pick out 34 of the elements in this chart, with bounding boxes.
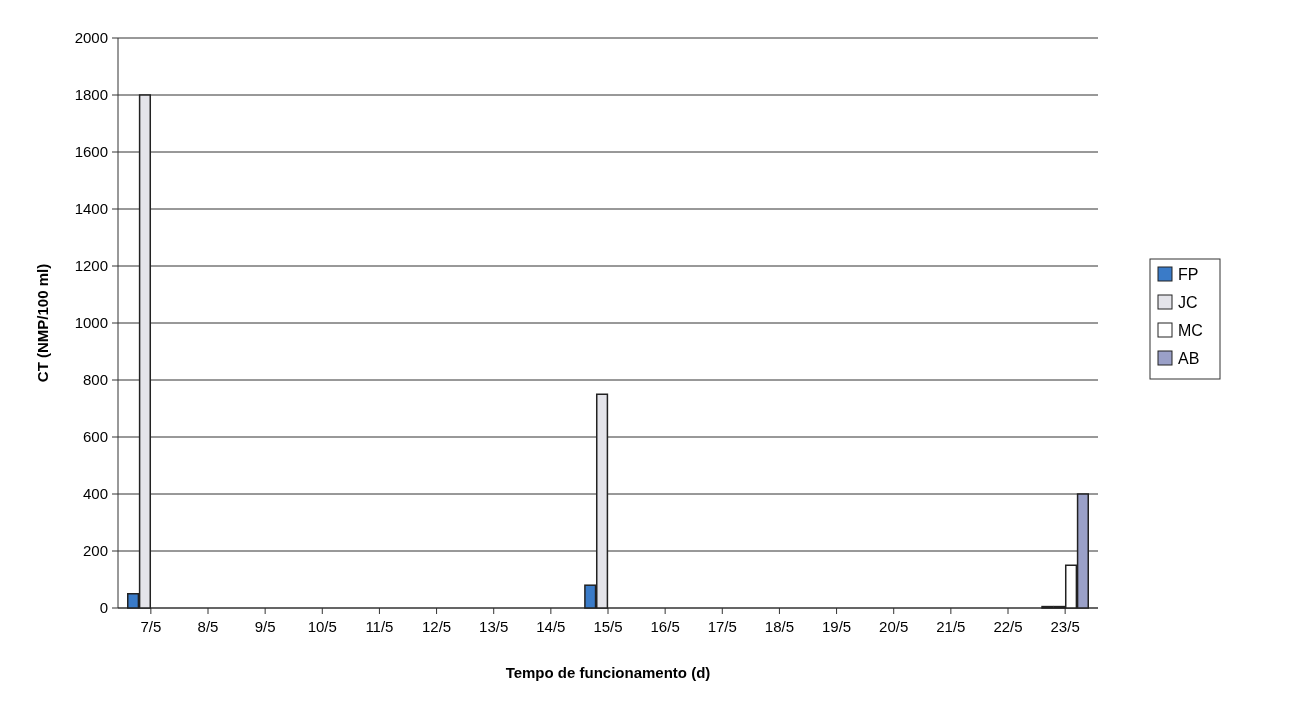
x-tick-label: 7/5 xyxy=(140,618,162,635)
y-tick-label: 1200 xyxy=(74,257,108,275)
y-tick-label: 1800 xyxy=(74,86,108,104)
y-tick-label: 400 xyxy=(82,485,108,503)
legend-label: FP xyxy=(1178,265,1199,283)
x-tick-label: 9/5 xyxy=(254,618,276,635)
x-tick-label: 21/5 xyxy=(936,618,966,635)
y-tick-label: 0 xyxy=(99,599,108,617)
y-tick-label: 200 xyxy=(82,542,108,560)
legend-label: AB xyxy=(1178,349,1200,367)
x-tick-label: 8/5 xyxy=(197,618,219,635)
y-tick-label: 1000 xyxy=(74,314,108,332)
y-axis-title: CT (NMP/100 ml) xyxy=(34,263,51,383)
legend-label: MC xyxy=(1178,321,1203,339)
legend-label: JC xyxy=(1178,293,1198,311)
x-tick-label: 10/5 xyxy=(307,618,337,635)
y-tick-label: 2000 xyxy=(74,29,108,47)
x-tick-label: 16/5 xyxy=(650,618,680,635)
x-tick-label: 12/5 xyxy=(421,618,452,635)
x-tick-label: 13/5 xyxy=(479,618,509,635)
y-tick-label: 600 xyxy=(82,428,108,446)
y-tick-label: 1600 xyxy=(74,143,108,161)
x-tick-label: 15/5 xyxy=(593,618,623,635)
x-tick-label: 17/5 xyxy=(707,618,737,635)
x-tick-label: 19/5 xyxy=(821,618,852,635)
x-tick-label: 20/5 xyxy=(879,618,909,635)
x-tick-label: 18/5 xyxy=(764,618,795,635)
x-tick-label: 11/5 xyxy=(365,618,394,635)
x-tick-label: 22/5 xyxy=(993,618,1023,635)
x-tick-label: 14/5 xyxy=(536,618,566,635)
y-tick-label: 800 xyxy=(82,371,108,389)
y-tick-label: 1400 xyxy=(74,200,108,218)
x-axis-title: Tempo de funcionamento (d) xyxy=(505,664,711,681)
x-tick-label: 23/5 xyxy=(1050,618,1080,635)
